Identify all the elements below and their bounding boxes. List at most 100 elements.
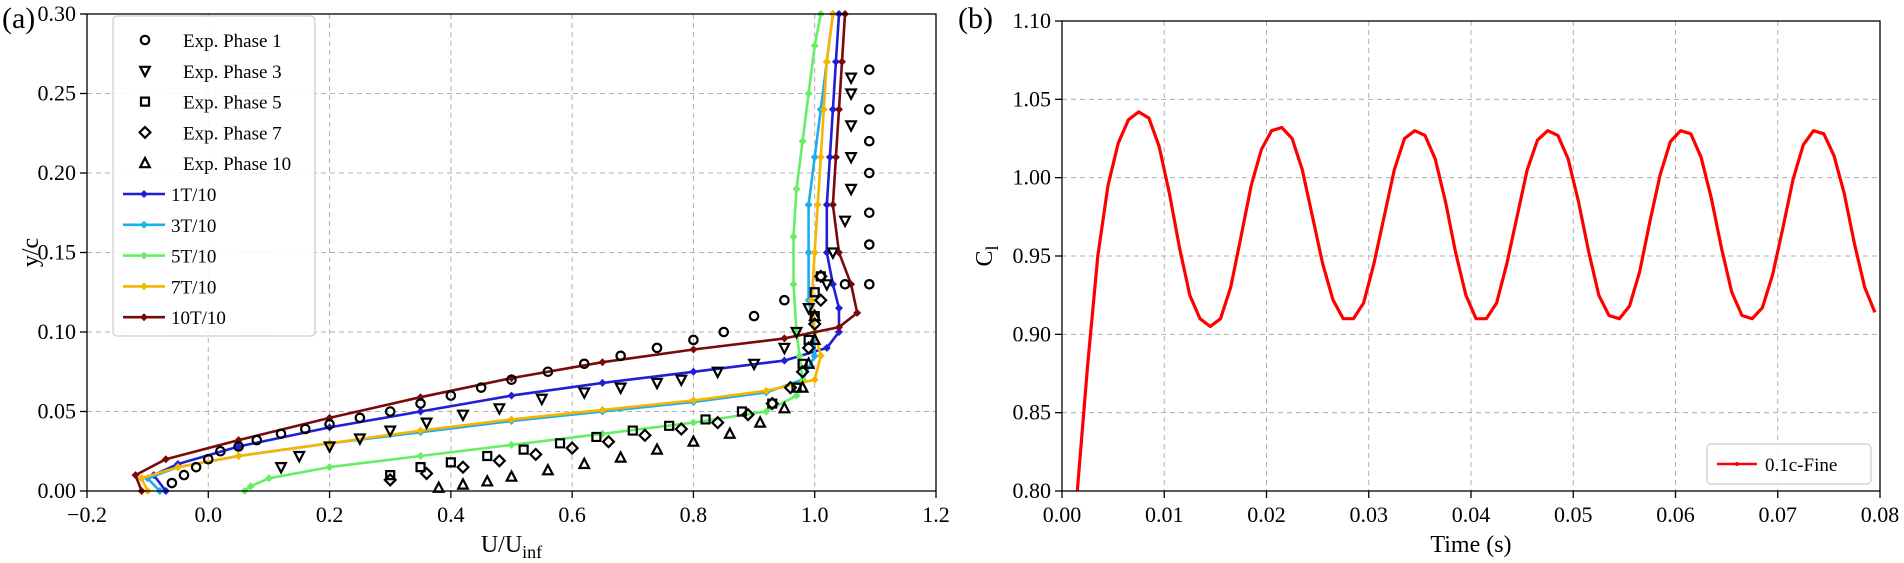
data-point-exp-phase-5 bbox=[736, 406, 748, 417]
series-point-5t-10 bbox=[246, 482, 255, 491]
series-point-1t-10 bbox=[825, 153, 834, 162]
panel-a-y-axis-label: y/c bbox=[18, 238, 44, 267]
series-point-10t-10 bbox=[838, 57, 847, 66]
panel-a-legend: Exp. Phase 1 Exp. Phase 3 Exp. Phase 5 Exp.… bbox=[112, 15, 316, 337]
series-point-5t-10 bbox=[325, 463, 334, 472]
series-point-5t-10 bbox=[804, 89, 813, 98]
data-point-exp-phase-3 bbox=[844, 120, 858, 133]
data-point-exp-phase-5 bbox=[445, 457, 456, 468]
legend-label-7t-10: 7T/10 bbox=[171, 277, 216, 298]
data-point-exp-phase-7 bbox=[783, 380, 798, 395]
data-point-exp-phase-1 bbox=[178, 469, 190, 481]
data-point-exp-phase-10 bbox=[480, 473, 494, 487]
data-point-exp-phase-10 bbox=[650, 442, 664, 455]
legend-marker-1t-10 bbox=[140, 190, 148, 198]
panel-b-y-tick-label: 1.00 bbox=[1013, 165, 1052, 190]
series-point-5t-10 bbox=[416, 452, 425, 461]
series-point-10t-10 bbox=[828, 200, 837, 209]
series-point-7t-10 bbox=[598, 405, 607, 414]
panel-a-x-tick-label: 0.2 bbox=[316, 502, 344, 527]
data-point-exp-phase-3 bbox=[322, 441, 337, 455]
data-point-exp-phase-10 bbox=[723, 426, 737, 439]
panel-b-axes-frame bbox=[1061, 20, 1881, 492]
series-point-1t-10 bbox=[598, 378, 607, 387]
data-point-exp-phase-3 bbox=[844, 88, 858, 102]
data-point-exp-phase-7 bbox=[565, 441, 580, 456]
panel-b-y-tick-label: 1.05 bbox=[1013, 86, 1052, 111]
data-point-exp-phase-5 bbox=[554, 438, 566, 449]
panel-a-y-tick-label: 0.05 bbox=[38, 399, 77, 424]
series-point-3t-10 bbox=[810, 153, 819, 162]
data-point-exp-phase-1 bbox=[863, 64, 875, 75]
panel-a-x-tick-label: 1.2 bbox=[922, 502, 950, 527]
panel-b-plot-area bbox=[1075, 110, 1877, 491]
panel-a-x-axis-label: U/Uinf bbox=[481, 532, 542, 562]
data-point-exp-phase-1 bbox=[863, 207, 875, 219]
panel-a-y-tick-label: 0.30 bbox=[38, 1, 77, 26]
series-point-7t-10 bbox=[762, 386, 771, 395]
legend-label-exp-phase-1: Exp. Phase 1 bbox=[183, 31, 282, 52]
series-point-5t-10 bbox=[795, 351, 804, 360]
panel-a-x-tick-label: 0.0 bbox=[195, 502, 223, 527]
data-point-exp-phase-7 bbox=[807, 317, 822, 332]
panel-b-y-tick-label: 0.95 bbox=[1013, 243, 1052, 268]
panel-b-y-tick-label: 0.80 bbox=[1013, 478, 1052, 503]
data-point-exp-phase-3 bbox=[650, 377, 664, 391]
data-point-exp-phase-1 bbox=[651, 342, 663, 354]
data-point-exp-phase-10 bbox=[808, 332, 822, 346]
series-point-1t-10 bbox=[834, 304, 843, 313]
series-point-10t-10 bbox=[598, 358, 607, 367]
series-point-1t-10 bbox=[834, 328, 843, 336]
data-point-exp-phase-3 bbox=[844, 72, 858, 86]
data-point-exp-phase-3 bbox=[353, 433, 367, 447]
legend-marker-exp-phase-1 bbox=[139, 34, 151, 46]
data-point-exp-phase-10 bbox=[777, 400, 792, 414]
data-point-exp-phase-1 bbox=[615, 350, 626, 362]
data-point-exp-phase-5 bbox=[627, 425, 638, 436]
data-point-exp-phase-1 bbox=[578, 358, 590, 370]
legend-marker-exp-phase-10 bbox=[138, 155, 152, 169]
data-point-exp-phase-1 bbox=[688, 334, 699, 346]
data-point-exp-phase-1 bbox=[748, 310, 760, 322]
series-point-7t-10 bbox=[810, 375, 819, 384]
series-point-5t-10 bbox=[792, 391, 801, 400]
panel-a-y-tick-label: 0.20 bbox=[38, 160, 77, 185]
series-point-1t-10 bbox=[831, 57, 840, 66]
series-point-10t-10 bbox=[834, 105, 843, 114]
panel-b-x-tick-label: 0.08 bbox=[1861, 502, 1900, 527]
panel-b-x-tick-label: 0.03 bbox=[1350, 502, 1389, 527]
legend-label-exp-phase-5: Exp. Phase 5 bbox=[183, 93, 282, 114]
series-point-5t-10 bbox=[792, 184, 801, 193]
data-point-exp-phase-7 bbox=[383, 472, 398, 487]
panel-a-y-tick-label: 0.00 bbox=[38, 478, 77, 503]
series-point-7t-10 bbox=[689, 396, 698, 405]
data-point-exp-phase-3 bbox=[802, 303, 816, 316]
series-point-7t-10 bbox=[507, 415, 516, 424]
data-point-exp-phase-7 bbox=[801, 340, 816, 355]
series-point-7t-10 bbox=[819, 105, 828, 114]
data-point-exp-phase-10 bbox=[614, 450, 628, 463]
panel-a-x-tick-label: 0.6 bbox=[558, 502, 586, 527]
data-point-exp-phase-7 bbox=[710, 415, 725, 430]
data-point-exp-phase-3 bbox=[492, 403, 506, 416]
data-point-exp-phase-3 bbox=[274, 462, 288, 475]
data-point-exp-phase-1 bbox=[166, 477, 178, 489]
panel-b-x-tick-label: 0.02 bbox=[1247, 502, 1286, 527]
series-point-1t-10 bbox=[416, 407, 425, 416]
data-point-exp-phase-10 bbox=[808, 308, 822, 322]
series-point-7t-10 bbox=[813, 200, 822, 209]
series-point-7t-10 bbox=[807, 296, 816, 305]
panel-a-x-tick-label: 0.8 bbox=[680, 502, 708, 527]
data-point-exp-phase-3 bbox=[826, 247, 840, 261]
panel-a-y-tick-label: 0.15 bbox=[38, 240, 77, 265]
panel-a-x-tick-label: −0.2 bbox=[67, 502, 107, 527]
panel-b-legend-box bbox=[1706, 443, 1872, 485]
series-point-1t-10 bbox=[828, 105, 837, 114]
data-point-exp-phase-1 bbox=[300, 423, 311, 435]
data-point-exp-phase-1 bbox=[215, 445, 226, 457]
legend-label-exp-phase-10: Exp. Phase 10 bbox=[183, 154, 291, 175]
data-point-exp-phase-7 bbox=[765, 396, 780, 411]
data-point-exp-phase-1 bbox=[415, 398, 426, 409]
data-point-exp-phase-10 bbox=[753, 415, 767, 428]
data-point-exp-phase-7 bbox=[601, 434, 616, 449]
